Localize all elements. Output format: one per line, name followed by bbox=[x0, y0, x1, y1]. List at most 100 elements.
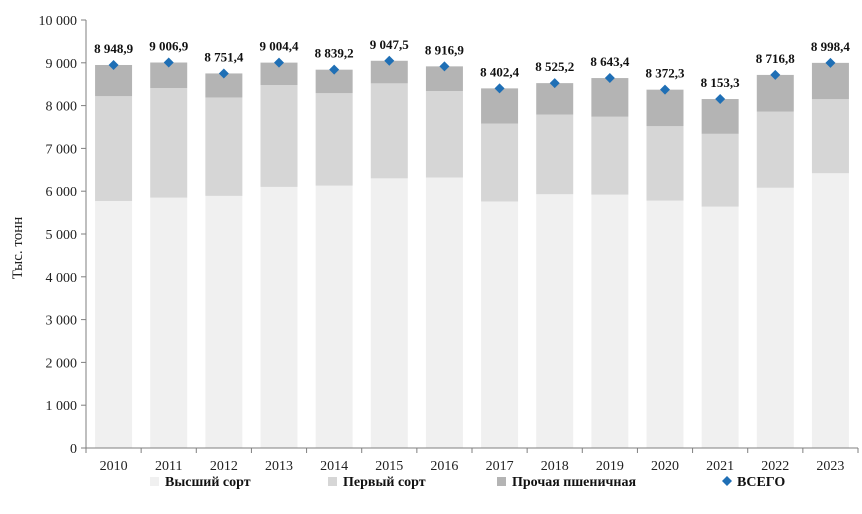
total-label-2023: 8 998,4 bbox=[811, 39, 851, 54]
bar-segment-2012-s0 bbox=[205, 195, 243, 448]
total-marker-2018 bbox=[549, 78, 560, 89]
bar-segment-2010-s0 bbox=[95, 201, 133, 448]
y-tick-label-3: 3 000 bbox=[46, 314, 78, 329]
y-tick-label-8: 8 000 bbox=[46, 100, 78, 115]
bar-segment-2022-s1 bbox=[756, 111, 794, 188]
bar-segment-2015-s0 bbox=[370, 178, 408, 449]
bar-segment-2019-s0 bbox=[591, 194, 629, 448]
legend-label-2: Прочая пшеничная bbox=[512, 475, 636, 490]
x-tick-label-2023: 2023 bbox=[816, 459, 844, 474]
bar-segment-2019-s2 bbox=[591, 78, 629, 117]
bar-segment-2011-s0 bbox=[150, 197, 188, 448]
y-tick-label-5: 5 000 bbox=[46, 228, 78, 243]
y-tick-label-9: 9 000 bbox=[46, 57, 78, 72]
bar-segment-2020-s1 bbox=[646, 126, 684, 201]
total-marker-2019 bbox=[604, 73, 615, 84]
bar-segment-2021-s0 bbox=[701, 206, 739, 448]
bar-segment-2022-s2 bbox=[756, 74, 794, 112]
x-tick-label-2018: 2018 bbox=[541, 459, 569, 474]
bar-segment-2010-s2 bbox=[95, 64, 133, 97]
total-label-2015: 9 047,5 bbox=[370, 37, 410, 52]
bar-segment-2012-s1 bbox=[205, 97, 243, 196]
total-label-2020: 8 372,3 bbox=[646, 66, 686, 81]
y-axis-label: Тыс. тонн bbox=[10, 217, 26, 280]
y-tick-label-7: 7 000 bbox=[46, 142, 78, 157]
total-label-2014: 8 839,2 bbox=[315, 46, 354, 61]
bar-segment-2013-s2 bbox=[260, 62, 298, 86]
legend-swatch-2 bbox=[497, 477, 506, 486]
total-label-2011: 9 006,9 bbox=[149, 39, 189, 54]
bar-segment-2021-s1 bbox=[701, 133, 739, 207]
bar-segment-2018-s1 bbox=[536, 114, 574, 195]
legend-swatch-0 bbox=[150, 477, 159, 486]
total-marker-2023 bbox=[825, 57, 836, 68]
y-tick-label-1: 1 000 bbox=[46, 399, 78, 414]
bar-segment-2018-s2 bbox=[536, 83, 574, 115]
legend-label-0: Высший сорт bbox=[165, 475, 251, 490]
total-marker-2014 bbox=[329, 64, 340, 75]
total-label-2016: 8 916,9 bbox=[425, 42, 465, 57]
total-label-2019: 8 643,4 bbox=[590, 54, 630, 69]
bar-segment-2014-s0 bbox=[315, 185, 353, 449]
total-label-2018: 8 525,2 bbox=[535, 59, 574, 74]
bar-segment-2016-s0 bbox=[425, 177, 463, 448]
legend: Высший сорт Первый сорт Прочая пшеничная ВС… bbox=[150, 475, 785, 490]
bar-segment-2021-s2 bbox=[701, 99, 739, 134]
bar-segment-2020-s0 bbox=[646, 200, 684, 448]
bar-segment-2017-s0 bbox=[481, 201, 519, 448]
bar-segment-2019-s1 bbox=[591, 116, 629, 195]
bar-segment-2022-s0 bbox=[756, 187, 794, 448]
x-tick-label-2016: 2016 bbox=[430, 459, 458, 474]
legend-swatch-3 bbox=[722, 476, 732, 486]
x-tick-label-2020: 2020 bbox=[651, 459, 679, 474]
bar-segment-2015-s2 bbox=[370, 60, 408, 84]
total-marker-2013 bbox=[274, 57, 284, 68]
total-label-2012: 8 751,4 bbox=[204, 49, 244, 64]
total-marker-2015 bbox=[384, 55, 395, 66]
x-tick-label-2014: 2014 bbox=[320, 459, 348, 474]
bar-segment-2014-s1 bbox=[315, 93, 353, 186]
x-tick-label-2015: 2015 bbox=[375, 459, 403, 474]
bar-segment-2023-s1 bbox=[811, 99, 849, 174]
bar-segment-2010-s1 bbox=[95, 96, 133, 202]
total-marker-2022 bbox=[770, 69, 781, 80]
total-label-2021: 8 153,3 bbox=[701, 75, 741, 90]
bar-segment-2017-s2 bbox=[481, 88, 519, 124]
bar-segment-2011-s1 bbox=[150, 88, 188, 198]
x-tick-label-2012: 2012 bbox=[210, 459, 238, 474]
bar-segment-2023-s0 bbox=[811, 173, 849, 448]
bar-segment-2018-s0 bbox=[536, 194, 574, 448]
total-marker-2012 bbox=[218, 68, 229, 79]
total-marker-2021 bbox=[715, 94, 726, 105]
total-marker-2017 bbox=[494, 83, 505, 94]
x-tick-label-2021: 2021 bbox=[706, 459, 734, 474]
bar-segment-2013-s1 bbox=[260, 85, 298, 187]
bar-segment-2017-s1 bbox=[481, 123, 519, 202]
x-tick-label-2019: 2019 bbox=[596, 459, 624, 474]
total-marker-2020 bbox=[660, 84, 670, 95]
y-tick-label-0: 0 bbox=[70, 442, 77, 457]
x-tick-label-2022: 2022 bbox=[761, 459, 789, 474]
total-label-2010: 8 948,9 bbox=[94, 41, 134, 56]
y-tick-label-6: 6 000 bbox=[46, 185, 78, 200]
y-tick-label-2: 2 000 bbox=[46, 356, 78, 371]
x-axis: 2010 2011 2012 2013 2014 2015 2016 2017 2018 2019… bbox=[85, 447, 859, 474]
bar-segment-2020-s2 bbox=[646, 89, 684, 127]
total-marker-2016 bbox=[439, 61, 450, 72]
legend-swatch-1 bbox=[328, 477, 337, 486]
total-marker-2010 bbox=[108, 59, 119, 70]
x-tick-label-2011: 2011 bbox=[155, 459, 182, 474]
legend-label-1: Первый сорт bbox=[343, 475, 426, 490]
total-label-2013: 9 004,4 bbox=[260, 39, 300, 54]
y-tick-label-4: 4 000 bbox=[46, 271, 78, 286]
y-axis: 0 1 000 2 000 3 000 4 000 5 000 6 000 7 000 8 00… bbox=[39, 14, 87, 457]
bar-segment-2023-s2 bbox=[811, 62, 849, 100]
y-tick-label-10: 10 000 bbox=[39, 14, 78, 29]
bar-segment-2015-s1 bbox=[370, 83, 408, 179]
total-marker-2011 bbox=[163, 57, 174, 68]
x-tick-label-2017: 2017 bbox=[486, 459, 514, 474]
bar-segment-2013-s0 bbox=[260, 186, 298, 449]
total-label-2017: 8 402,4 bbox=[480, 64, 520, 79]
plot-area: 8 948,9 9 006,9 8 751,4 9 004,4 8 839,2 9 047… bbox=[94, 37, 851, 449]
